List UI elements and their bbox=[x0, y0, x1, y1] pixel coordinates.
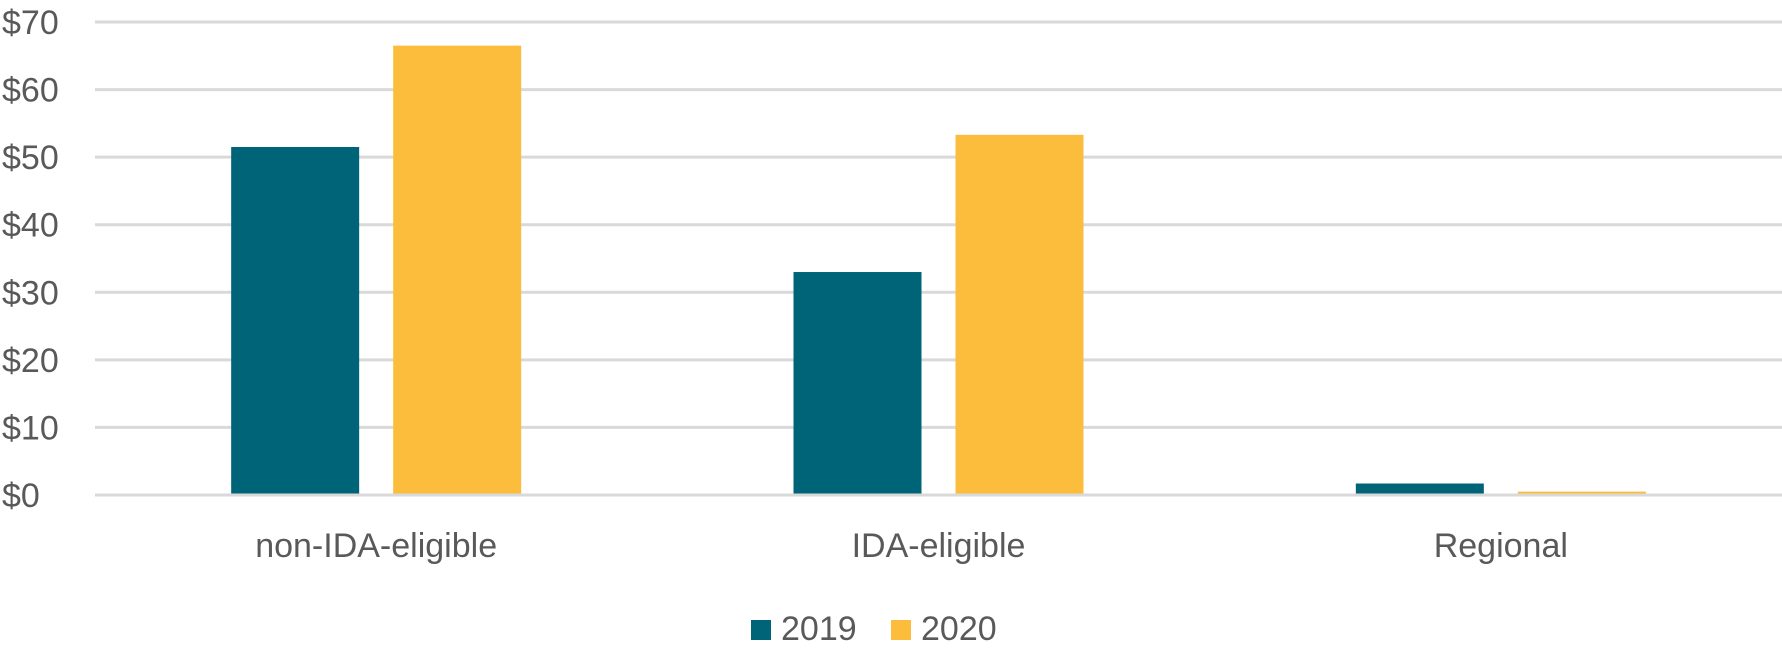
x-category-label: Regional bbox=[1434, 527, 1568, 565]
bar-2020-non-IDA-eligible bbox=[393, 45, 522, 496]
bar-2020-IDA-eligible bbox=[955, 134, 1084, 495]
x-category-label: IDA-eligible bbox=[852, 527, 1026, 565]
y-tick-label: $30 bbox=[2, 274, 59, 312]
legend-label-2019: 2019 bbox=[781, 610, 857, 648]
legend-swatch-2020 bbox=[891, 620, 911, 640]
y-tick-label: $60 bbox=[2, 72, 59, 110]
bar-2020-Regional bbox=[1517, 491, 1646, 495]
y-tick-label: $20 bbox=[2, 342, 59, 380]
y-tick-label: $50 bbox=[2, 139, 59, 177]
y-tick-label: $10 bbox=[2, 409, 59, 447]
legend: 2019 2020 bbox=[751, 610, 997, 648]
legend-label-2020: 2020 bbox=[921, 610, 997, 648]
y-axis-tick-labels: $0 $10 $20 $30 $40 $50 $60 $70 bbox=[2, 4, 59, 515]
bars bbox=[231, 45, 1646, 496]
bar-2019-non-IDA-eligible bbox=[231, 147, 360, 495]
legend-swatch-2019 bbox=[751, 620, 771, 640]
x-axis-category-labels: non-IDA-eligible IDA-eligible Regional bbox=[255, 527, 1568, 565]
bar-2019-Regional bbox=[1355, 483, 1484, 495]
y-tick-label: $40 bbox=[2, 207, 59, 245]
x-category-label: non-IDA-eligible bbox=[255, 527, 497, 565]
y-tick-label: $70 bbox=[2, 4, 59, 42]
bar-2019-IDA-eligible bbox=[793, 272, 922, 495]
y-tick-label: $0 bbox=[2, 477, 40, 515]
gridlines bbox=[95, 20, 1782, 429]
